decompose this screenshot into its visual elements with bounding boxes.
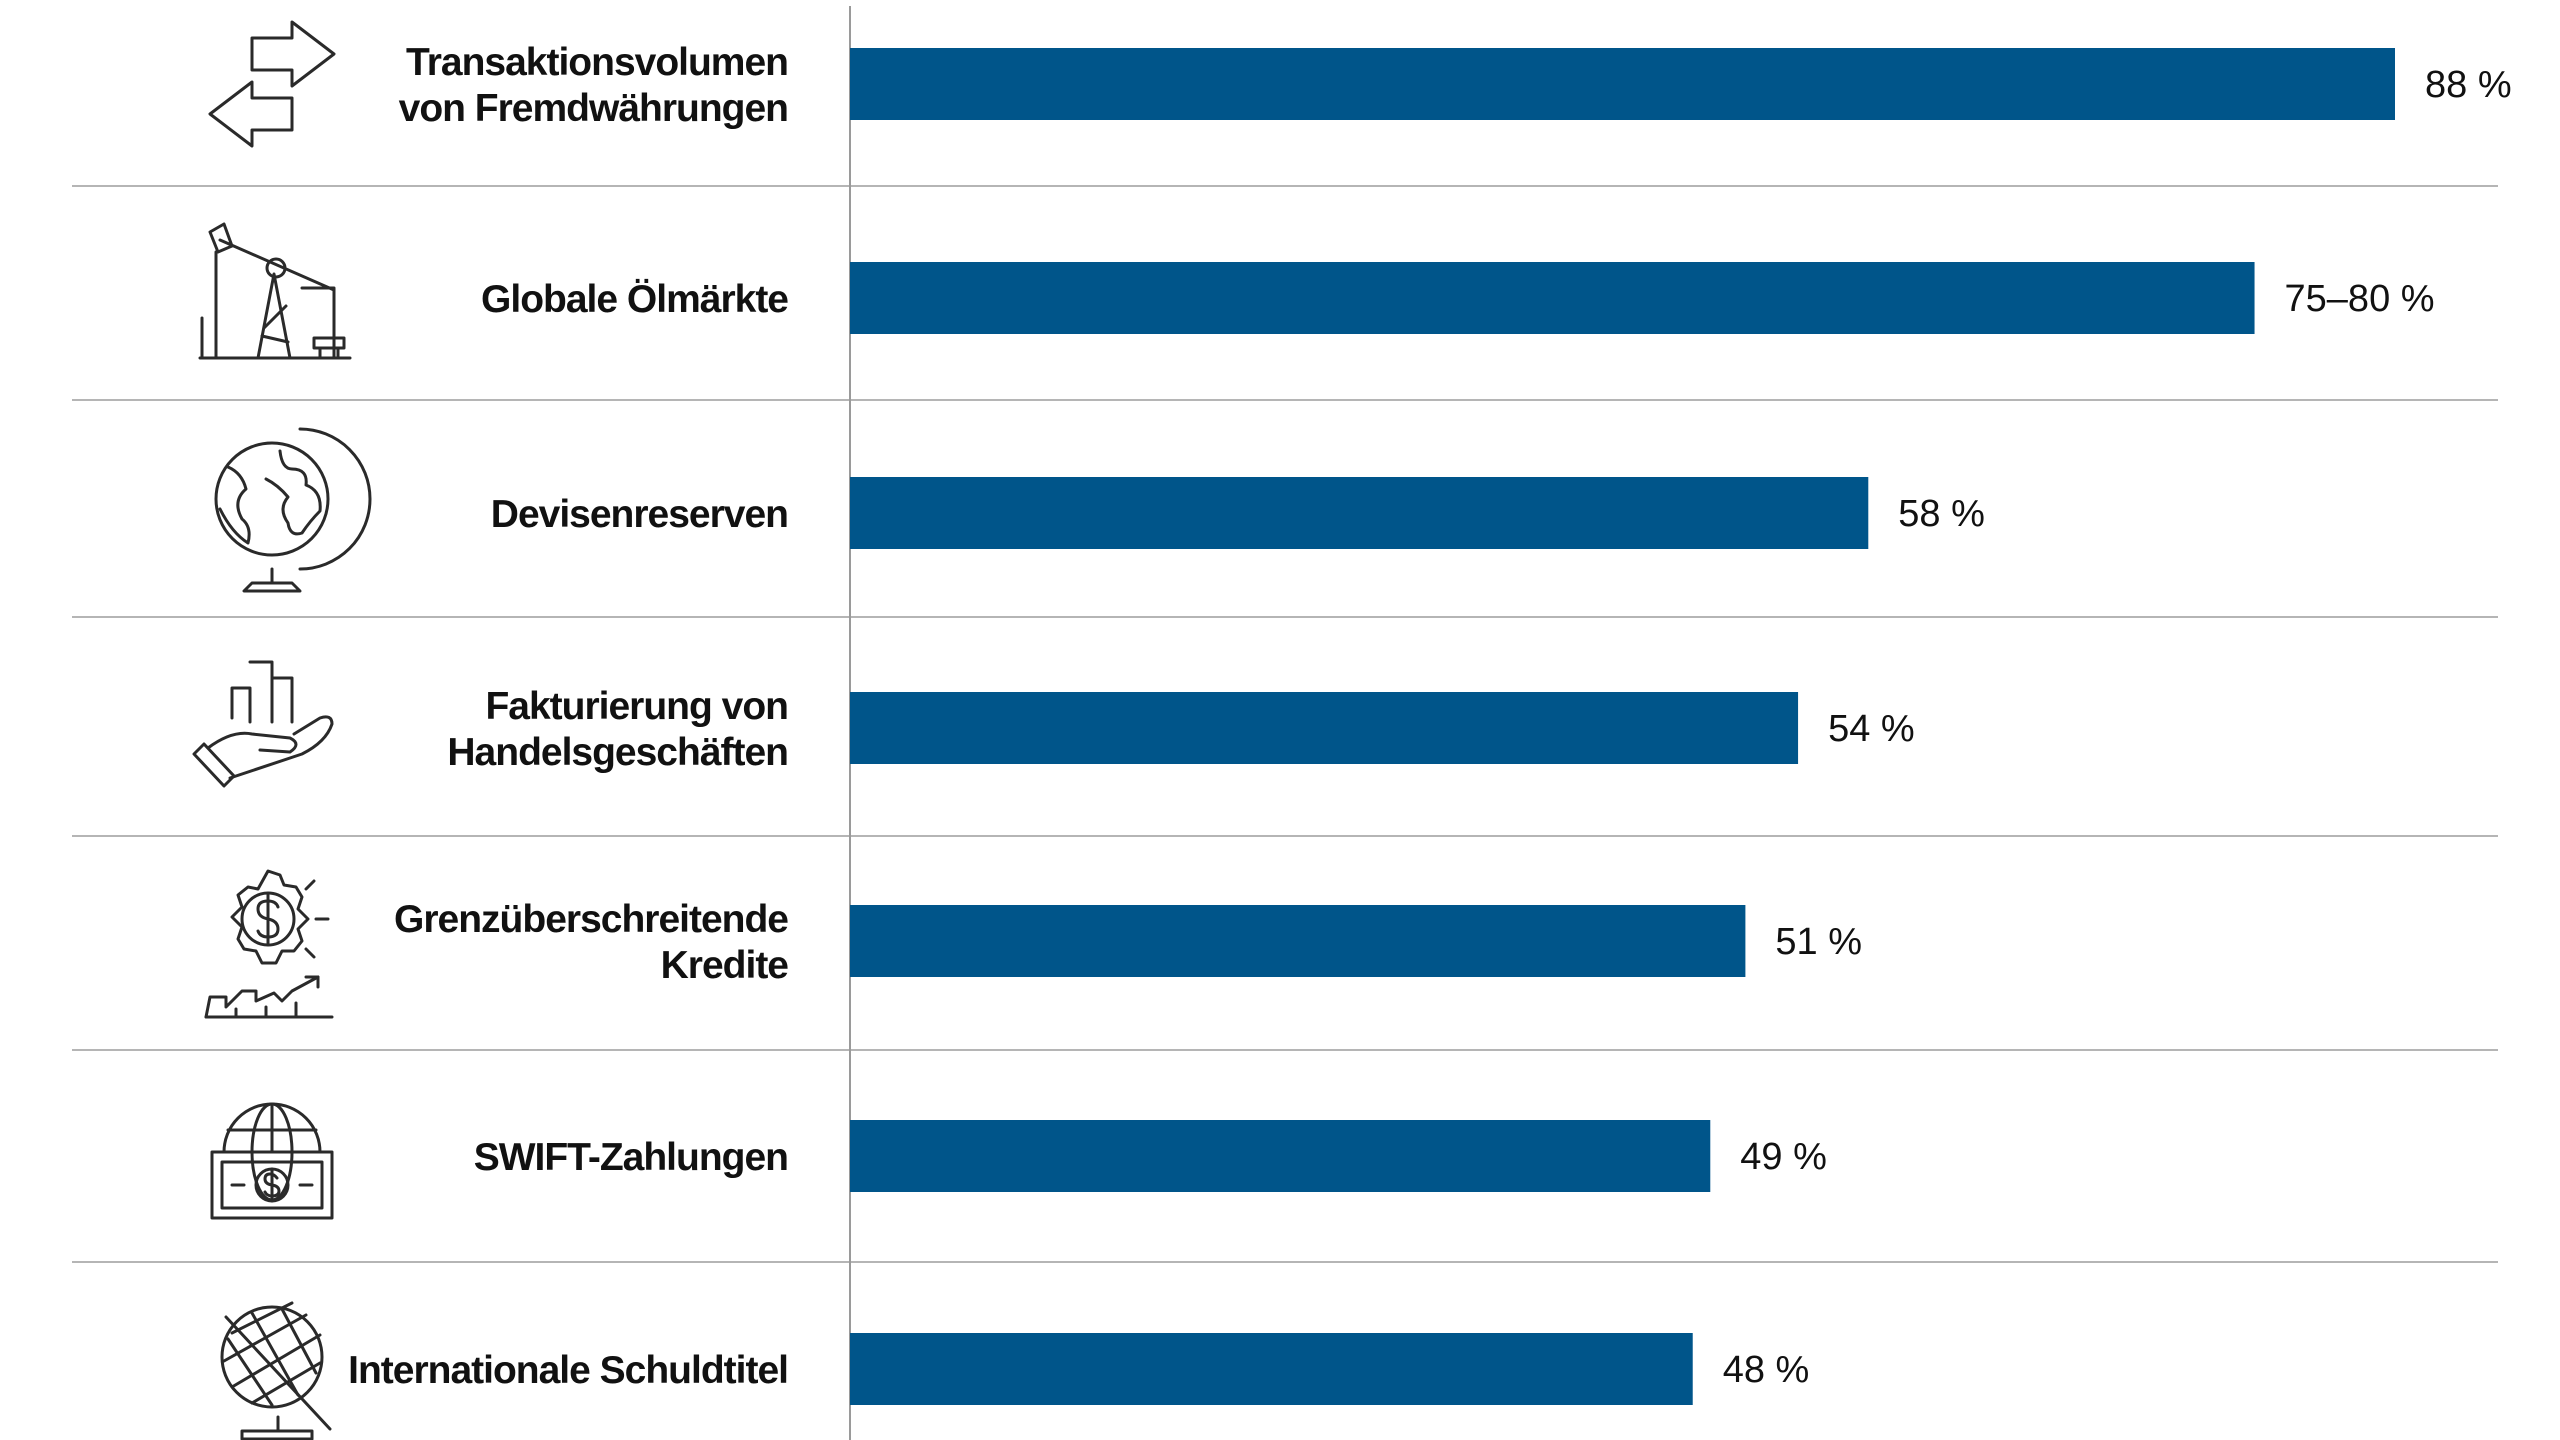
value-label: 58 % (1898, 493, 1985, 535)
gear-dollar-growth-icon (204, 869, 334, 1019)
globe-banknote-icon (210, 1102, 334, 1220)
value-label: 49 % (1740, 1136, 1827, 1178)
value-label: 54 % (1828, 708, 1915, 750)
value-label: 51 % (1775, 921, 1862, 963)
row-dividers (72, 185, 2498, 1263)
exchange-arrows-icon (208, 20, 336, 148)
category-label: Globale Ölmärkte (481, 278, 788, 321)
row-icons (192, 20, 372, 1440)
category-label: Grenzüberschreitende (394, 898, 788, 941)
value-label: 75–80 % (2285, 278, 2435, 320)
category-label: Kredite (661, 944, 789, 987)
category-label: von Fremdwährungen (399, 87, 788, 130)
category-label: Handelsgeschäften (447, 731, 788, 774)
hand-with-chart-icon (192, 660, 334, 788)
bars (850, 48, 2395, 1405)
category-label: SWIFT-Zahlungen (474, 1136, 788, 1179)
category-label: Fakturierung von (485, 685, 788, 728)
bar (850, 692, 1799, 764)
bar (850, 1333, 1693, 1405)
bar (850, 905, 1746, 977)
category-label: Devisenreserven (491, 493, 788, 536)
category-label: Internationale Schuldtitel (348, 1349, 788, 1392)
value-label: 48 % (1723, 1349, 1810, 1391)
value-label: 88 % (2425, 64, 2512, 106)
bar (850, 262, 2255, 334)
bar (850, 48, 2395, 120)
category-label: Transaktionsvolumen (406, 41, 788, 84)
value-labels: 88 % 75–80 % 58 % 54 % 51 % 49 % 48 % (1723, 64, 2512, 1391)
globe-crosshatch-icon (220, 1301, 332, 1440)
bar (850, 477, 1869, 549)
bar (850, 1120, 1711, 1192)
globe-icon (214, 427, 372, 593)
oil-pump-icon (198, 222, 352, 360)
